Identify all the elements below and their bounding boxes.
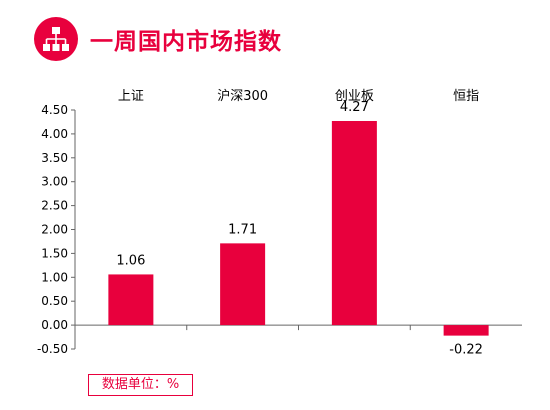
y-tick-label: 2.50 [41, 199, 68, 213]
y-tick-label: -0.50 [37, 342, 68, 356]
y-tick-label: 4.00 [41, 127, 68, 141]
page-title: 一周国内市场指数 [90, 29, 282, 55]
data-label: 1.06 [116, 253, 145, 268]
bar [220, 243, 266, 326]
y-tick-label: 2.00 [41, 223, 68, 237]
unit-note: 数据单位：% [88, 374, 193, 396]
y-tick-label: 3.00 [41, 175, 68, 189]
y-tick-label: 0.00 [41, 318, 68, 332]
data-label: 1.71 [228, 222, 257, 237]
y-tick-label: 1.50 [41, 246, 68, 260]
y-tick-label: 1.00 [41, 270, 68, 284]
hierarchy-icon [34, 17, 78, 61]
bar [108, 274, 154, 326]
y-tick-label: 4.50 [41, 103, 68, 117]
category-label: 创业板 [335, 89, 374, 104]
category-label: 恒指 [453, 89, 479, 104]
bar [331, 120, 377, 326]
y-tick-label: 3.50 [41, 151, 68, 165]
category-label: 沪深300 [217, 88, 268, 104]
data-label: 4.27 [340, 100, 369, 115]
data-label: -0.22 [449, 343, 483, 358]
y-tick-label: 0.50 [41, 294, 68, 308]
bar [443, 325, 489, 336]
category-label: 上证 [118, 89, 144, 104]
